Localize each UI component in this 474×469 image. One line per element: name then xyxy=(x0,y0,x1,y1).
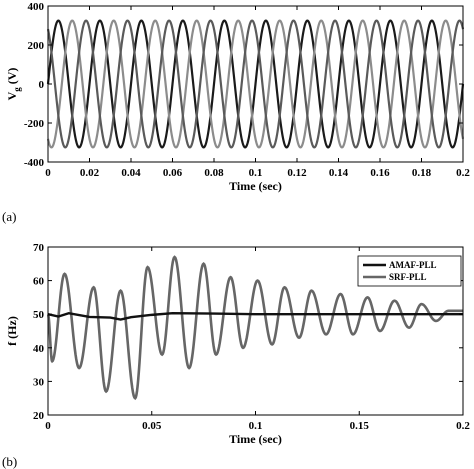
chart-b-y-tick-label: 50 xyxy=(33,309,45,321)
chart-b-y-tick-label: 30 xyxy=(33,376,45,388)
legend-label-amaf-pll: AMAF-PLL xyxy=(389,260,437,270)
chart-a-x-tick-label: 0.18 xyxy=(412,167,432,179)
chart-a-x-tick-label: 0.14 xyxy=(329,167,349,179)
chart-b-y-axis-label: f (Hz) xyxy=(5,316,19,346)
chart-a-x-tick-label: 0.16 xyxy=(370,167,390,179)
chart-a-x-tick-label: 0.2 xyxy=(456,167,470,179)
chart-b-series-group xyxy=(46,255,463,401)
chart-a-x-tick-label: 0 xyxy=(45,167,51,179)
chart-b-panel-label: (b) xyxy=(2,454,17,469)
chart-a-y-tick-label: 0 xyxy=(39,79,45,91)
chart-b-y-tick-label: 40 xyxy=(33,343,45,355)
chart-a-x-tick-label: 0.02 xyxy=(80,167,100,179)
chart-b-y-tick-label: 70 xyxy=(33,242,45,254)
chart-a-y-axis-label-main: V xyxy=(5,91,19,100)
chart-a-y-axis-label-sub: g xyxy=(12,87,22,92)
chart-a-x-tick-label: 0.08 xyxy=(204,167,224,179)
chart-b-x-tick-label: 0.1 xyxy=(249,420,263,432)
chart-b-legend: AMAF-PLL SRF-PLL xyxy=(357,255,462,287)
chart-a-y-tick-label: -200 xyxy=(24,118,45,130)
chart-b-y-tick-label: 20 xyxy=(33,410,45,422)
chart-a-x-tick-label: 0.06 xyxy=(163,167,183,179)
chart-a-y-axis-label: Vg (V) xyxy=(5,68,22,101)
chart-b-x-tick-label: 0 xyxy=(45,420,51,432)
chart-a-x-tick-label: 0.12 xyxy=(287,167,307,179)
chart-a-ticks: 0 0.02 0.04 0.06 0.08 0.1 0.12 0.14 0.16 0.18 0.2 -… xyxy=(24,1,471,179)
chart-b-legend-box xyxy=(357,255,462,287)
chart-b-x-axis-label: Time (sec) xyxy=(229,432,282,446)
chart-a-y-tick-label: -400 xyxy=(24,157,45,169)
chart-a-series-line-2 xyxy=(46,19,465,149)
chart-b-ticks: 0 0.05 0.1 0.15 0.2 20 30 40 50 60 70 xyxy=(33,242,470,432)
chart-a-y-tick-label: 200 xyxy=(28,40,45,52)
chart-a-series-line-3 xyxy=(46,19,465,149)
chart-a-panel-label: (a) xyxy=(2,209,16,224)
chart-b-x-tick-label: 0.05 xyxy=(142,420,162,432)
chart-b: 0 0.05 0.1 0.15 0.2 20 30 40 50 60 70 AMAF-PLL SRF… xyxy=(2,242,470,469)
chart-a-series-group xyxy=(46,19,465,149)
chart-b-x-tick-label: 0.2 xyxy=(456,420,470,432)
chart-b-series-line-amaf-pll xyxy=(47,311,463,321)
chart-a-y-axis-label-unit: (V) xyxy=(5,68,19,85)
legend-label-srf-pll: SRF-PLL xyxy=(389,272,427,282)
chart-a-x-tick-label: 0.04 xyxy=(121,167,141,179)
chart-a: 0 0.02 0.04 0.06 0.08 0.1 0.12 0.14 0.16 0.18 0.2 -… xyxy=(2,1,470,224)
chart-a-x-tick-label: 0.1 xyxy=(249,167,263,179)
chart-a-x-axis-label: Time (sec) xyxy=(229,179,282,193)
chart-b-x-tick-label: 0.15 xyxy=(350,420,370,432)
chart-a-series-line-1 xyxy=(46,19,465,149)
chart-b-y-tick-label: 60 xyxy=(33,276,45,288)
chart-a-y-tick-label: 400 xyxy=(28,1,45,13)
